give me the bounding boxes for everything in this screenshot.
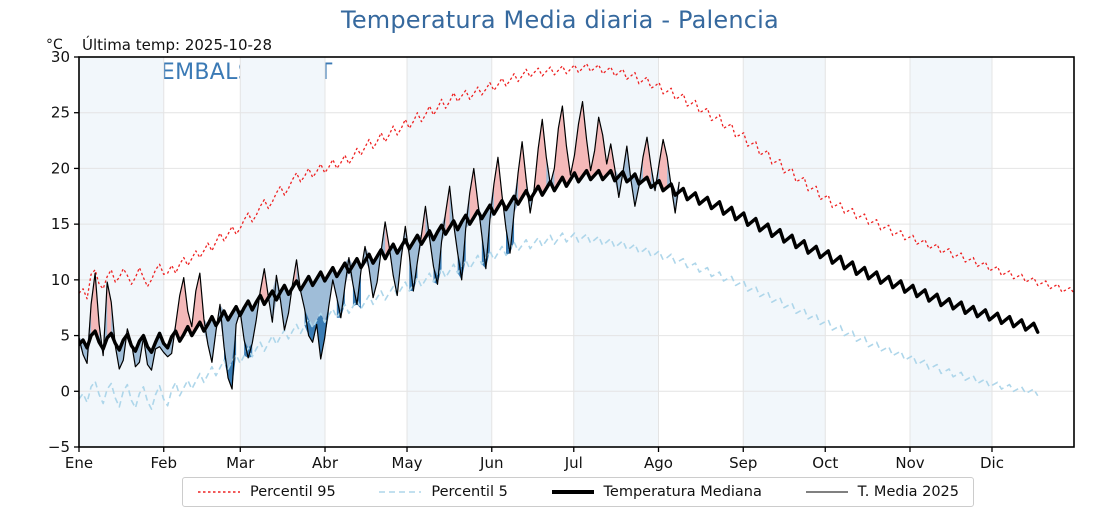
svg-text:5: 5: [60, 327, 70, 345]
svg-text:20: 20: [51, 159, 70, 177]
legend-swatch-t-media-2025: [805, 491, 848, 493]
chart-legend: Percentil 95 Percentil 5 Temperatura Med…: [182, 477, 974, 507]
svg-text:0: 0: [60, 382, 70, 400]
svg-text:Mar: Mar: [226, 454, 255, 472]
legend-item-percentil-5[interactable]: Percentil 5: [378, 484, 508, 500]
legend-item-temperatura-mediana[interactable]: Temperatura Mediana: [551, 484, 762, 500]
legend-item-percentil-95[interactable]: Percentil 95: [197, 484, 336, 500]
plot-frame: [78, 56, 1075, 448]
svg-text:Feb: Feb: [150, 454, 177, 472]
legend-swatch-temperatura-mediana: [551, 490, 594, 494]
svg-text:30: 30: [51, 48, 70, 66]
legend-label-percentil-5: Percentil 5: [431, 484, 508, 500]
svg-text:10: 10: [51, 271, 70, 289]
svg-text:25: 25: [51, 104, 70, 122]
svg-text:Ago: Ago: [644, 454, 673, 472]
svg-text:Abr: Abr: [312, 454, 339, 472]
y-axis-unit-label: °C: [46, 37, 63, 53]
legend-item-t-media-2025[interactable]: T. Media 2025: [805, 484, 959, 500]
svg-text:Nov: Nov: [895, 454, 924, 472]
month-shading-bands: [79, 57, 992, 447]
chart-title: Temperatura Media diaria - Palencia: [341, 6, 779, 34]
x-axis-ticks: Ene Feb Mar Abr May Jun Jul Ago Sep Oct Nov Dic: [65, 447, 1004, 472]
legend-swatch-percentil-5: [379, 491, 422, 493]
svg-text:Ene: Ene: [65, 454, 93, 472]
svg-text:May: May: [392, 454, 423, 472]
svg-text:Jun: Jun: [479, 454, 503, 472]
svg-text:Jul: Jul: [564, 454, 583, 472]
legend-label-t-media-2025: T. Media 2025: [857, 484, 959, 500]
svg-text:Oct: Oct: [812, 454, 838, 472]
series-lines: [79, 63, 1074, 410]
y-axis-ticks: −5 0 5 10 15 20 25 30: [48, 48, 79, 456]
legend-label-percentil-95: Percentil 95: [250, 484, 336, 500]
svg-text:−5: −5: [48, 438, 70, 456]
legend-swatch-percentil-95: [198, 491, 240, 493]
legend-label-temperatura-mediana: Temperatura Mediana: [603, 484, 762, 500]
last-temp-label: Última temp: 2025-10-28: [82, 36, 273, 54]
svg-text:Sep: Sep: [729, 454, 757, 472]
svg-text:Dic: Dic: [980, 454, 1004, 472]
svg-text:15: 15: [51, 215, 70, 233]
